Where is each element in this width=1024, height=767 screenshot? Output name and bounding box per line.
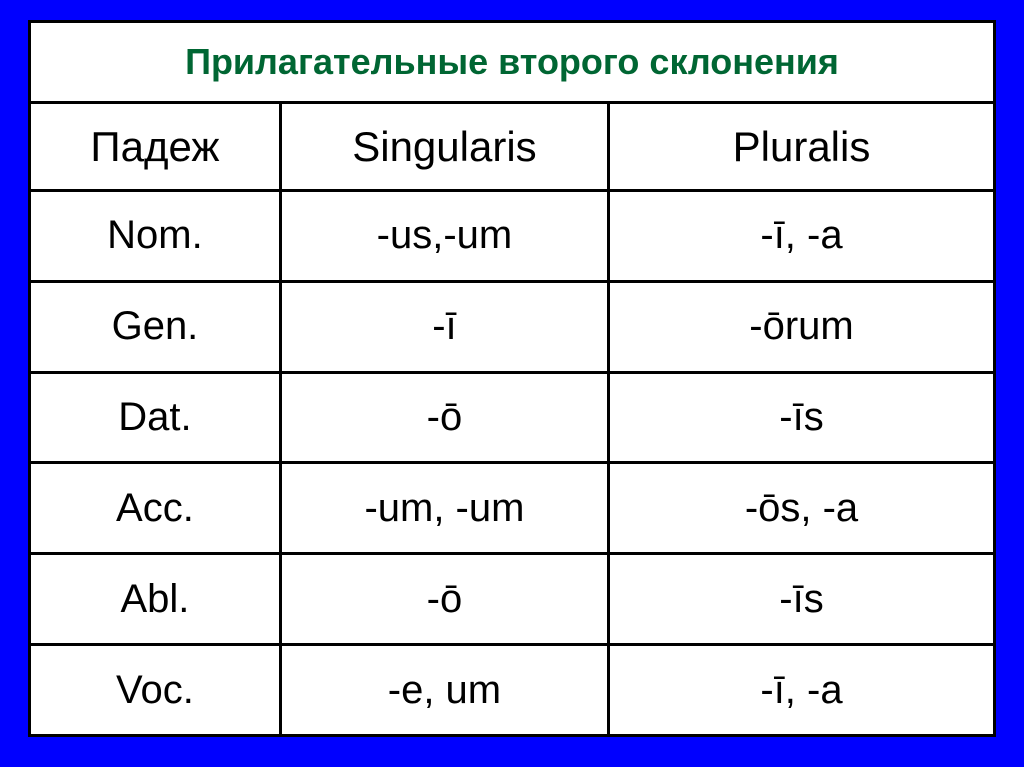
slide-title: Прилагательные второго склонения	[28, 20, 996, 101]
cell-pluralis: -īs	[608, 372, 994, 463]
cell-pluralis: -īs	[608, 554, 994, 645]
cell-case: Voc.	[30, 645, 281, 736]
cell-pluralis: -ī, -a	[608, 191, 994, 282]
cell-case: Dat.	[30, 372, 281, 463]
cell-singularis: -um, -um	[280, 463, 608, 554]
table-row: Gen. -ī -ōrum	[30, 281, 995, 372]
cell-pluralis: -ī, -a	[608, 645, 994, 736]
cell-pluralis: -ōs, -a	[608, 463, 994, 554]
declension-table: Падеж Singularis Pluralis Nom. -us,-um -…	[28, 101, 996, 737]
cell-singularis: -e, um	[280, 645, 608, 736]
header-case: Падеж	[30, 103, 281, 191]
table-row: Dat. -ō -īs	[30, 372, 995, 463]
header-pluralis: Pluralis	[608, 103, 994, 191]
cell-singularis: -us,-um	[280, 191, 608, 282]
cell-singularis: -ī	[280, 281, 608, 372]
table-header-row: Падеж Singularis Pluralis	[30, 103, 995, 191]
cell-case: Abl.	[30, 554, 281, 645]
table-row: Nom. -us,-um -ī, -a	[30, 191, 995, 282]
table-row: Abl. -ō -īs	[30, 554, 995, 645]
table-row: Acc. -um, -um -ōs, -a	[30, 463, 995, 554]
cell-pluralis: -ōrum	[608, 281, 994, 372]
cell-singularis: -ō	[280, 372, 608, 463]
cell-case: Gen.	[30, 281, 281, 372]
cell-case: Nom.	[30, 191, 281, 282]
cell-singularis: -ō	[280, 554, 608, 645]
cell-case: Acc.	[30, 463, 281, 554]
header-singularis: Singularis	[280, 103, 608, 191]
table-row: Voc. -e, um -ī, -a	[30, 645, 995, 736]
